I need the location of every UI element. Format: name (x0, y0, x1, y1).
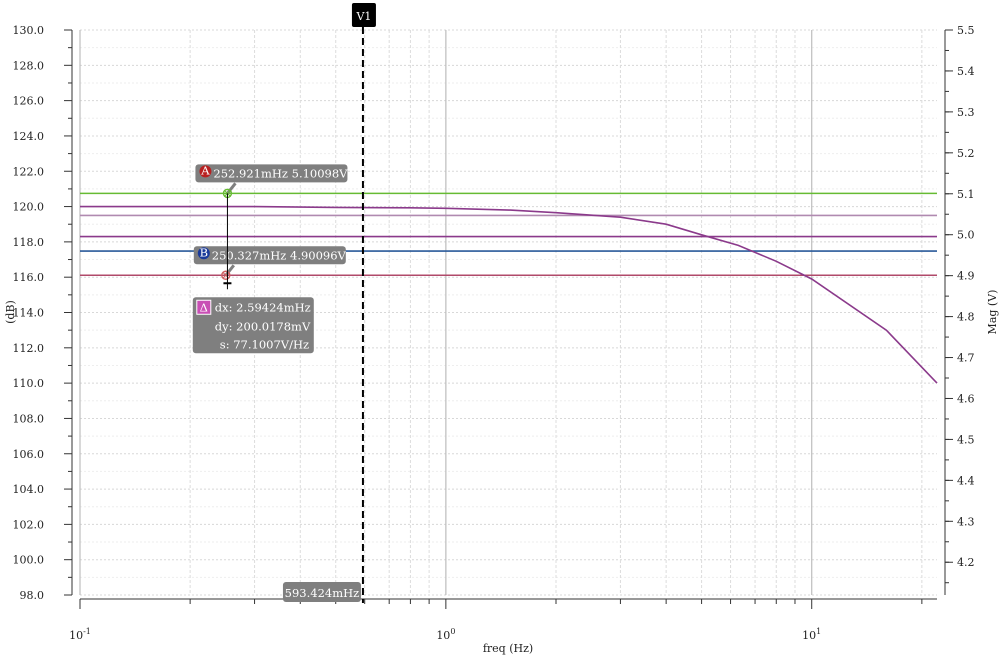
series-layer (80, 205, 938, 384)
y-tick-label-left: 122.0 (13, 165, 45, 178)
point-marker-dot (221, 270, 231, 280)
vertical-marker-value: 593.424mHz (285, 586, 360, 600)
y-tick-label-left: 112.0 (13, 342, 45, 355)
y-tick-label-left: 102.0 (13, 518, 45, 531)
point-marker-label: 250.327mHz 4.90096V (212, 248, 347, 262)
y-tick-label-left: 110.0 (13, 377, 45, 390)
point-marker-label-box (193, 246, 346, 265)
vertical-marker-name: V1 (355, 10, 371, 23)
y-tick-label-left: 98.0 (20, 589, 45, 602)
vertical-marker-tag[interactable] (351, 3, 376, 27)
y-tick-label-left: 128.0 (13, 59, 45, 72)
point-marker-badge (199, 165, 212, 178)
y-tick-label-left: 120.0 (13, 201, 45, 214)
y-tick-label-right: 4.2 (957, 556, 975, 569)
point-marker-a[interactable]: A 252.921mHz 5.10098V (195, 163, 348, 199)
point-marker-b[interactable]: B 250.327mHz 4.90096V (193, 245, 347, 280)
y-tick-label-right: 5.4 (957, 65, 975, 78)
y-tick-label-right: 5.0 (957, 229, 975, 242)
y-tick-label-right: 4.8 (957, 311, 975, 324)
point-marker-label-box (195, 164, 348, 183)
delta-icon (196, 299, 212, 315)
x-axis-title: freq (Hz) (483, 642, 533, 655)
y-tick-label-right: 5.3 (957, 106, 975, 119)
markers[interactable]: V1 593.424mHz A 252.921mHz 5.10098V B 250.327… (192, 3, 376, 603)
y-tick-label-right: 4.6 (957, 392, 975, 405)
y-tick-label-right: 4.7 (957, 352, 975, 365)
y-tick-label-left: 108.0 (13, 412, 45, 425)
y-tick-label-left: 118.0 (13, 236, 45, 249)
point-marker-label: 252.921mHz 5.10098V (213, 166, 348, 180)
x-tick-label: 10-1 (69, 627, 91, 642)
y-tick-label-left: 104.0 (13, 483, 45, 496)
axes: 98.0 100.0 102.0 104.0 106.0 108.0 110.0 112.0 1… (13, 24, 975, 642)
y-tick-label-left: 130.0 (13, 24, 45, 37)
vertical-marker-value-box (282, 582, 361, 602)
y-tick-label-left: 106.0 (13, 448, 45, 461)
x-tick-label: 100 (436, 627, 455, 642)
delta-symbol: Δ (200, 300, 208, 314)
y-tick-label-right: 4.4 (957, 474, 975, 487)
delta-dx: dx: 2.59424mHz (215, 300, 311, 314)
x-tick-label: 101 (802, 627, 821, 642)
y-tick-label-left: 114.0 (13, 307, 45, 320)
point-marker-badge (197, 247, 210, 260)
y-axis-right-title: Mag (V) (986, 290, 999, 335)
point-marker-badge-letter: A (200, 163, 210, 177)
y-tick-label-right: 5.5 (957, 24, 975, 37)
y-tick-label-right: 5.1 (957, 188, 975, 201)
delta-slope: s: 77.1007V/Hz (220, 337, 309, 351)
y-tick-label-right: 4.5 (957, 433, 975, 446)
y-tick-label-left: 126.0 (13, 95, 45, 108)
y-tick-label-right: 5.2 (957, 147, 975, 160)
y-tick-label-right: 4.3 (957, 515, 975, 528)
delta-dy: dy: 200.0178mV (215, 319, 311, 333)
point-marker-badge-letter: B (200, 245, 208, 259)
y-tick-label-left: 124.0 (13, 130, 45, 143)
delta-box-bg (192, 297, 314, 354)
y-tick-label-left: 100.0 (13, 554, 45, 567)
y-axis-left-title: (dB) (4, 300, 17, 324)
grid (79, 29, 937, 596)
y-tick-label-left: 116.0 (13, 271, 45, 284)
series-line (80, 205, 938, 384)
y-tick-label-right: 4.9 (957, 270, 975, 283)
